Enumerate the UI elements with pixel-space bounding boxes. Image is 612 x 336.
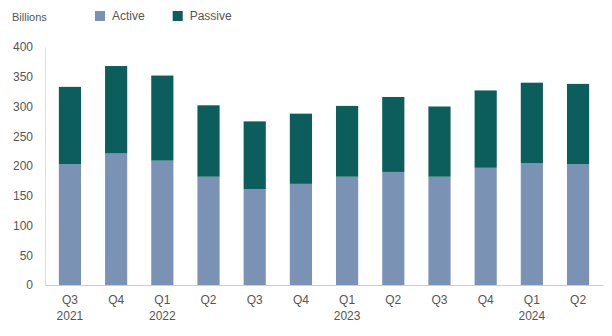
x-tick-label: Q4 <box>108 293 124 307</box>
bar <box>59 164 81 285</box>
bar <box>244 121 266 189</box>
x-tick-label: Q3 <box>247 293 263 307</box>
bar <box>151 161 173 285</box>
y-tick: 250 <box>13 130 45 144</box>
y-tick: 200 <box>13 159 45 173</box>
bar <box>382 97 404 172</box>
bar <box>428 177 450 285</box>
x-tick-label: Q4 <box>293 293 309 307</box>
y-tick: 400 <box>13 40 45 54</box>
x-tick: Q3 <box>247 285 263 307</box>
x-tick: Q4 <box>108 285 124 307</box>
legend: Active Passive <box>95 9 232 23</box>
bars <box>59 66 589 285</box>
x-tick-label: Q2 <box>385 293 401 307</box>
bar <box>244 189 266 285</box>
bar <box>521 83 543 163</box>
x-tick-label: Q2 <box>201 293 217 307</box>
y-tick-label: 0 <box>26 278 33 292</box>
x-tick-label: Q3 <box>431 293 447 307</box>
y-tick: 100 <box>13 219 45 233</box>
bar <box>567 84 589 164</box>
bar <box>59 87 81 164</box>
y-tick: 50 <box>20 249 45 263</box>
x-axis-line <box>46 285 604 286</box>
y-tick-label: 400 <box>13 40 33 54</box>
bar <box>521 163 543 285</box>
legend-item: Active <box>95 9 145 23</box>
bar <box>290 114 312 184</box>
y-tick-label: 50 <box>20 249 34 263</box>
series-1 <box>59 66 589 189</box>
y-tick: 350 <box>13 70 45 84</box>
series-0 <box>59 154 589 285</box>
y-tick-label: 250 <box>13 130 33 144</box>
y-tick-label: 150 <box>13 189 33 203</box>
x-tick: Q12024 <box>519 285 546 323</box>
x-tick: Q12023 <box>334 285 361 323</box>
legend-label: Active <box>112 9 145 23</box>
bar <box>336 177 358 285</box>
y-tick: 300 <box>13 100 45 114</box>
y-tick-label: 100 <box>13 219 33 233</box>
legend-item: Passive <box>173 9 232 23</box>
x-tick: Q4 <box>478 285 494 307</box>
y-tick: 150 <box>13 189 45 203</box>
bar <box>428 107 450 177</box>
x-tick-label: Q12024 <box>519 293 546 323</box>
bar <box>197 177 219 285</box>
legend-swatch <box>95 11 105 21</box>
x-tick: Q4 <box>293 285 309 307</box>
x-axis: Q32021 Q4 Q12022 Q2 Q3 Q4 Q12023 Q2 Q3 Q4 Q12024 Q2 <box>46 285 604 323</box>
x-tick-label: Q4 <box>478 293 494 307</box>
x-tick-label: Q12023 <box>334 293 361 323</box>
bar <box>475 90 497 167</box>
x-tick: Q2 <box>385 285 401 307</box>
y-axis-title: Billions <box>12 11 47 23</box>
x-tick: Q12022 <box>149 285 176 323</box>
bar <box>290 184 312 285</box>
legend-swatch <box>173 11 183 21</box>
x-tick: Q2 <box>201 285 217 307</box>
bar <box>105 66 127 153</box>
y-axis-line <box>45 48 46 286</box>
bar <box>197 105 219 176</box>
bar <box>105 154 127 285</box>
x-tick-label: Q2 <box>570 293 586 307</box>
x-tick: Q3 <box>431 285 447 307</box>
y-tick-label: 200 <box>13 159 33 173</box>
bar <box>382 172 404 285</box>
y-tick-label: 300 <box>13 100 33 114</box>
chart: 0 50 100 150 200 250 300 350 400 Q32021 Q4 Q12022 Q2… <box>0 0 612 336</box>
y-axis: 0 50 100 150 200 250 300 350 400 <box>13 40 46 292</box>
bar <box>567 164 589 285</box>
x-tick-label: Q12022 <box>149 293 176 323</box>
x-tick: Q32021 <box>57 285 84 323</box>
bar <box>475 168 497 285</box>
bar <box>151 76 173 161</box>
bar <box>336 106 358 177</box>
plot-area: 0 50 100 150 200 250 300 350 400 Q32021 Q4 Q12022 Q2… <box>13 40 604 322</box>
x-tick-label: Q32021 <box>57 293 84 323</box>
y-tick: 0 <box>26 278 45 292</box>
x-tick: Q2 <box>570 285 586 307</box>
y-tick-label: 350 <box>13 70 33 84</box>
legend-label: Passive <box>190 9 232 23</box>
